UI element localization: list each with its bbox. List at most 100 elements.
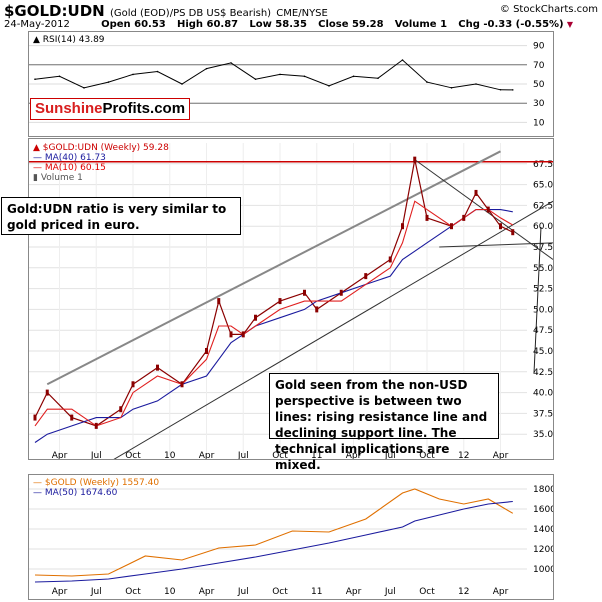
price-y-tick-label: 60.0: [533, 222, 553, 232]
price-bar: [474, 189, 478, 196]
gold-x-tick-label: Jul: [237, 587, 249, 597]
rsi-point: [499, 88, 502, 91]
legend-ma40-text: MA(40) 61.73: [44, 153, 106, 163]
price-legend: ▲ $GOLD:UDN (Weekly) 59.28 — MA(40) 61.7…: [33, 143, 169, 183]
exchange-text: CME/NYSE: [276, 8, 328, 19]
legend-title: ▲ $GOLD:UDN (Weekly) 59.28: [33, 143, 169, 153]
gold-legend-ma50-text: MA(50) 1674.60: [44, 488, 118, 498]
price-x-tick-label: 11: [311, 451, 322, 459]
gold-x-tick-label: Apr: [199, 587, 215, 597]
rsi-point: [230, 62, 232, 64]
rsi-point: [132, 73, 134, 76]
price-bar: [131, 381, 135, 388]
gold-x-tick-label: 10: [164, 587, 176, 597]
gold-y-tick-label: 1000: [533, 565, 553, 575]
price-bar: [511, 229, 515, 236]
rsi-point: [475, 83, 477, 85]
down-arrow-icon: ▼: [566, 20, 573, 29]
price-y-tick-label: 45.0: [533, 347, 553, 357]
rsi-y-tick-label: 70: [533, 61, 545, 71]
rsi-point: [58, 75, 61, 78]
price-x-tick-label: Apr: [493, 451, 509, 459]
rsi-y-tick-label: 50: [533, 80, 545, 90]
legend-ma40: — MA(40) 61.73: [33, 153, 106, 163]
price-bar: [254, 314, 257, 321]
price-x-tick-label: 12: [458, 451, 469, 459]
gold-legend-title-text: $GOLD (Weekly) 1557.40: [44, 478, 160, 488]
price-bar: [229, 331, 233, 338]
price-y-tick-label: 55.0: [533, 264, 553, 274]
rsi-point: [303, 75, 306, 78]
rsi-point: [328, 85, 330, 87]
brand-logo: SunshineProfits.com: [30, 98, 191, 120]
rsi-point: [511, 89, 514, 91]
rsi-point: [34, 78, 36, 80]
gold-x-tick-label: 11: [311, 587, 322, 597]
gold-price-line: [34, 488, 514, 577]
price-bar: [315, 306, 319, 313]
price-bar: [180, 381, 184, 388]
price-x-tick-label: 10: [164, 451, 176, 459]
price-y-tick-label: 62.5: [533, 201, 553, 211]
price-y-tick-label: 47.5: [533, 326, 553, 336]
rising-resistance-line: [46, 150, 501, 386]
gold-x-tick-label: Oct: [419, 587, 435, 597]
rsi-legend: ▲ RSI(14) 43.89: [33, 35, 105, 45]
gold-x-tick-label: 12: [458, 587, 469, 597]
price-x-tick-label: Apr: [346, 451, 362, 459]
price-bar: [413, 156, 417, 163]
price-bar: [217, 298, 221, 305]
gold-x-tick-label: Jul: [384, 587, 396, 597]
price-bar: [119, 406, 123, 413]
rsi-point: [450, 87, 453, 89]
price-panel: 67.5 65.0 62.5 60.0 57.5 55.0 52.5 50.0 47.5 45.0…: [1, 138, 554, 472]
legend-volume: ▮ Volume 1: [33, 173, 83, 183]
price-bar: [70, 414, 74, 421]
price-bar: [45, 389, 49, 396]
rsi-point: [352, 75, 355, 78]
rsi-panel: 90 70 50 30 10 ▲ RSI(14) 43.89: [28, 31, 554, 137]
brand-part2: Profits.com: [102, 100, 186, 117]
note-euro: Gold:UDN ratio is very similar to gold p…: [1, 197, 241, 235]
price-y-tick-label: 35.0: [533, 430, 553, 440]
price-x-tick-label: Oct: [419, 451, 435, 459]
rsi-point: [107, 81, 110, 83]
price-x-tick-label: Oct: [125, 451, 141, 459]
rsi-y-tick-label: 10: [533, 118, 545, 128]
gold-legend: — $GOLD (Weekly) 1557.40 — MA(50) 1674.6…: [33, 478, 159, 498]
price-bar: [241, 331, 245, 338]
price-x-tick-label: Apr: [199, 451, 215, 459]
high-text: High 60.87: [176, 19, 239, 30]
gold-y-tick-label: 1200: [533, 545, 553, 555]
gold-y-tick-label: 1800: [533, 485, 553, 495]
rsi-point: [377, 77, 379, 80]
price-bar: [364, 273, 368, 280]
price-y-tick-label: 37.5: [533, 409, 553, 419]
price-x-tick-label: Apr: [52, 451, 68, 459]
price-y-tick-label: 65.0: [533, 181, 553, 191]
price-x-tick-label: Oct: [272, 451, 288, 459]
brand-part1: Sunshine: [35, 100, 103, 117]
rsi-point: [254, 78, 257, 80]
rsi-point: [279, 73, 281, 76]
legend-title-text: $GOLD:UDN (Weekly) 59.28: [42, 143, 169, 153]
legend-ma10-text: MA(10) 60.15: [44, 163, 106, 173]
note-pointer-line: [533, 226, 542, 374]
rsi-chart: 90 70 50 30 10: [29, 42, 545, 128]
price-bar: [486, 206, 490, 213]
gold-ma50-line: [34, 500, 513, 583]
rsi-point: [181, 83, 183, 85]
gold-x-tick-label: Jul: [90, 587, 102, 597]
rsi-point: [156, 70, 159, 73]
price-bar: [339, 289, 343, 296]
price-y-tick-label: 42.5: [533, 368, 553, 378]
open-text: Open 60.53: [101, 19, 166, 30]
rsi-legend-text: RSI(14) 43.89: [42, 35, 105, 45]
price-x-tick-label: Jul: [237, 451, 249, 459]
gold-panel: 1800 1600 1400 1200 1000 Apr Jul Oct 10 Apr Jul Oct…: [28, 474, 554, 600]
quote-line: 24-May-2012 Open 60.53 High 60.87 Low 58…: [4, 19, 573, 30]
price-bar: [156, 364, 159, 371]
description-text: (Gold (EOD)/PS DB US$ Bearish): [109, 8, 272, 19]
price-bar: [278, 298, 282, 305]
rsi-point: [426, 81, 428, 83]
